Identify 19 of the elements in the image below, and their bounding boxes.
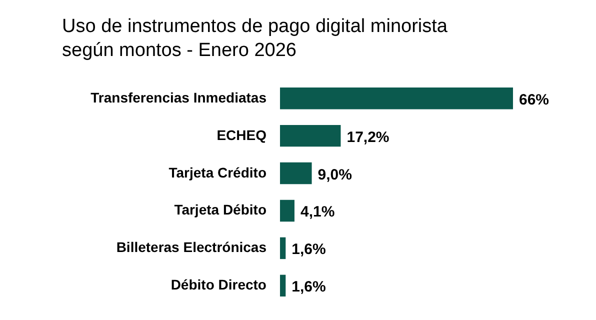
data-label: 9,0% <box>318 166 352 184</box>
chart-title: Uso de instrumentos de pago digital minorista según montos - Enero 2026 <box>62 16 448 61</box>
data-label: 66% <box>519 91 550 108</box>
bar <box>280 124 341 147</box>
y-tick-label: ECHEQ <box>216 126 267 143</box>
bar <box>280 87 513 110</box>
y-tick-label: Débito Directo <box>170 276 266 293</box>
y-tick-label: Billeteras Electrónicas <box>116 239 267 256</box>
y-tick-label: Transferencias Inmediatas <box>90 89 267 106</box>
bar <box>280 237 286 260</box>
data-label: 1,6% <box>292 278 326 296</box>
bar <box>280 274 286 297</box>
bar <box>280 200 294 222</box>
data-label: 17,2% <box>346 128 390 146</box>
y-tick-label: Tarjeta Débito <box>174 202 266 218</box>
data-label: 4,1% <box>300 204 335 221</box>
y-tick-label: Tarjeta Crédito <box>168 164 266 180</box>
bar <box>280 162 312 184</box>
data-label: 1,6% <box>292 241 326 258</box>
